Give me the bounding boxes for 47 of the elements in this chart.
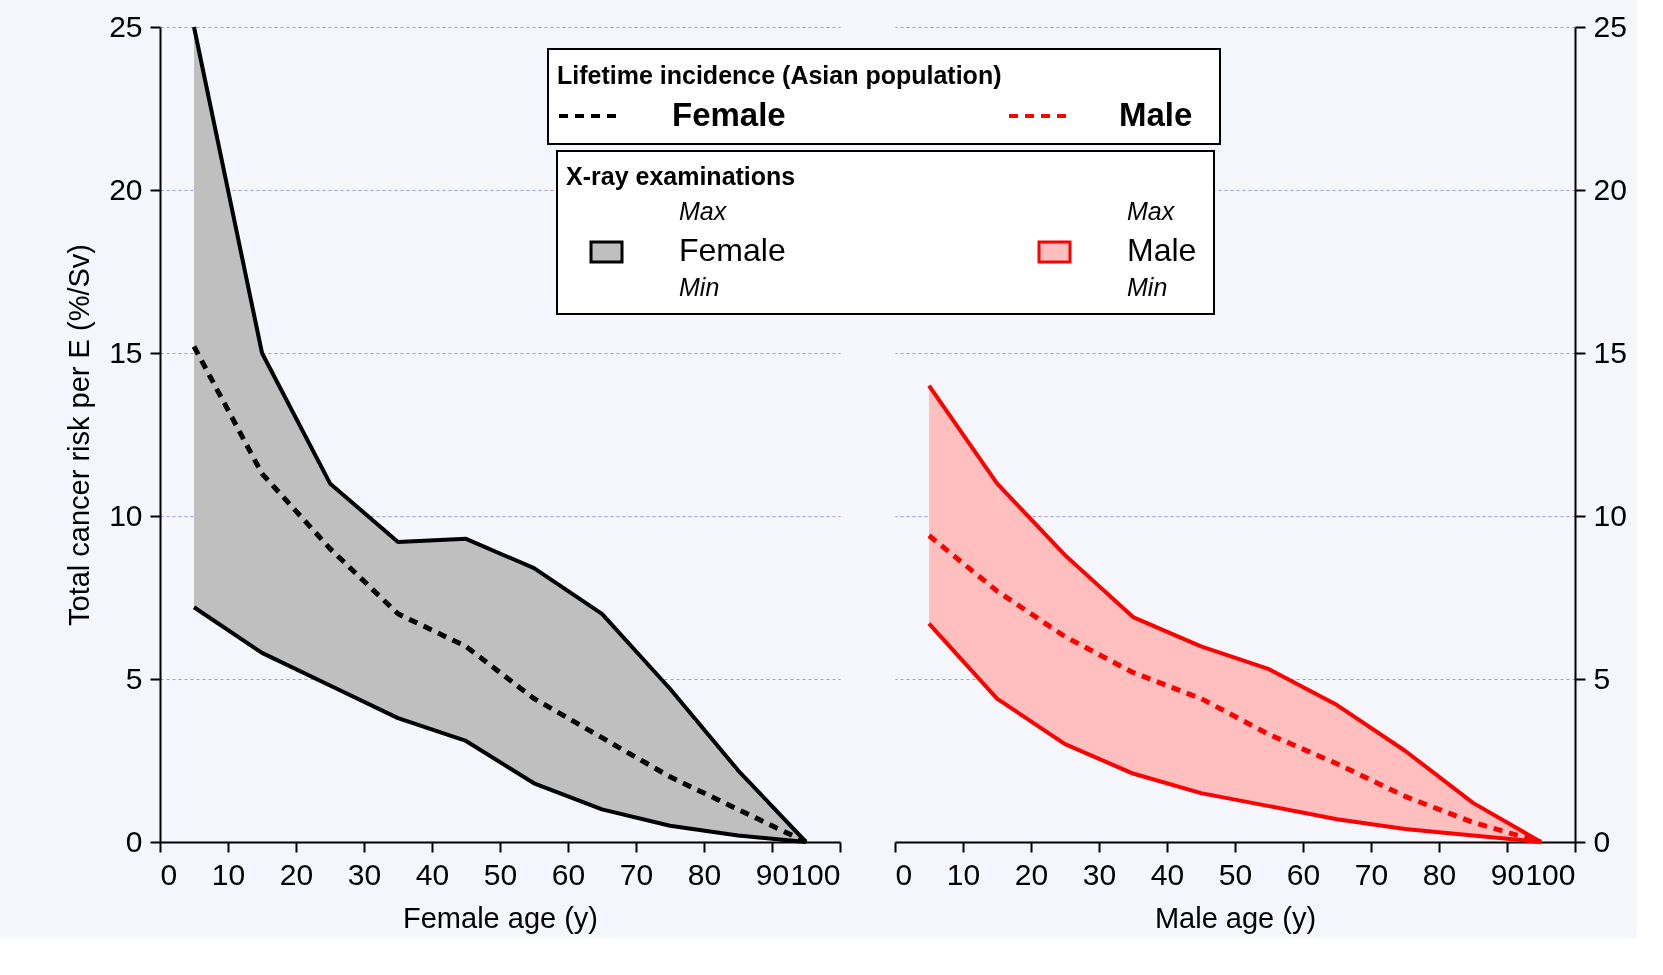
x-tick-label: 100 [1525, 857, 1576, 891]
y-tick-label: 20 [1593, 172, 1627, 206]
y-tick-label: 25 [109, 9, 143, 43]
x-tick-label: 20 [279, 857, 314, 891]
x-tick-label: 40 [415, 857, 450, 891]
x-tick-label: 90 [755, 857, 790, 891]
x-tick-label: 50 [1218, 857, 1253, 891]
y-tick-label: 10 [1593, 498, 1627, 532]
y-tick-label: 0 [125, 824, 143, 858]
x-tick-label: 0 [160, 857, 178, 891]
y-tick-label: 25 [1593, 9, 1627, 43]
legend-label: Male [1127, 232, 1197, 268]
annotation: Max [1127, 197, 1176, 225]
x-tick-label: 30 [1082, 857, 1117, 891]
legend-label: Female [679, 232, 786, 268]
annotation: Max [679, 197, 728, 225]
y-tick-label: 10 [109, 498, 143, 532]
y-tick-label: 15 [1593, 335, 1627, 369]
legend-title: Lifetime incidence (Asian population) [557, 61, 1002, 89]
x-tick-label: 60 [551, 857, 586, 891]
x-tick-label: 80 [1422, 857, 1457, 891]
annotation: Min [679, 273, 720, 301]
x-tick-label: 40 [1150, 857, 1185, 891]
x-tick-label: 50 [483, 857, 518, 891]
x-tick-label: 0 [895, 857, 913, 891]
x-tick-label: 70 [619, 857, 654, 891]
y-tick-label: 5 [1593, 661, 1611, 695]
text: Female [672, 96, 786, 133]
x-tick-label: 90 [1490, 857, 1525, 891]
y-tick-label: 5 [125, 661, 143, 695]
x-tick-label: 10 [211, 857, 246, 891]
text: Male [1119, 96, 1193, 133]
y-axis-title: Total cancer risk per E (%/Sv) [63, 244, 96, 626]
x-axis-title: Female age (y) [402, 901, 599, 934]
x-tick-label: 10 [946, 857, 981, 891]
x-tick-label: 30 [347, 857, 382, 891]
x-tick-label: 60 [1286, 857, 1321, 891]
y-tick-label: 15 [109, 335, 143, 369]
x-tick-label: 70 [1354, 857, 1389, 891]
x-axis-title: Male age (y) [1154, 901, 1317, 934]
annotation: Min [1127, 273, 1168, 301]
y-tick-label: 20 [109, 172, 143, 206]
x-tick-label: 80 [687, 857, 722, 891]
x-tick-label: 20 [1014, 857, 1049, 891]
x-tick-label: 100 [790, 857, 841, 891]
legend-title: X-ray examinations [566, 162, 796, 190]
y-tick-label: 0 [1593, 824, 1611, 858]
